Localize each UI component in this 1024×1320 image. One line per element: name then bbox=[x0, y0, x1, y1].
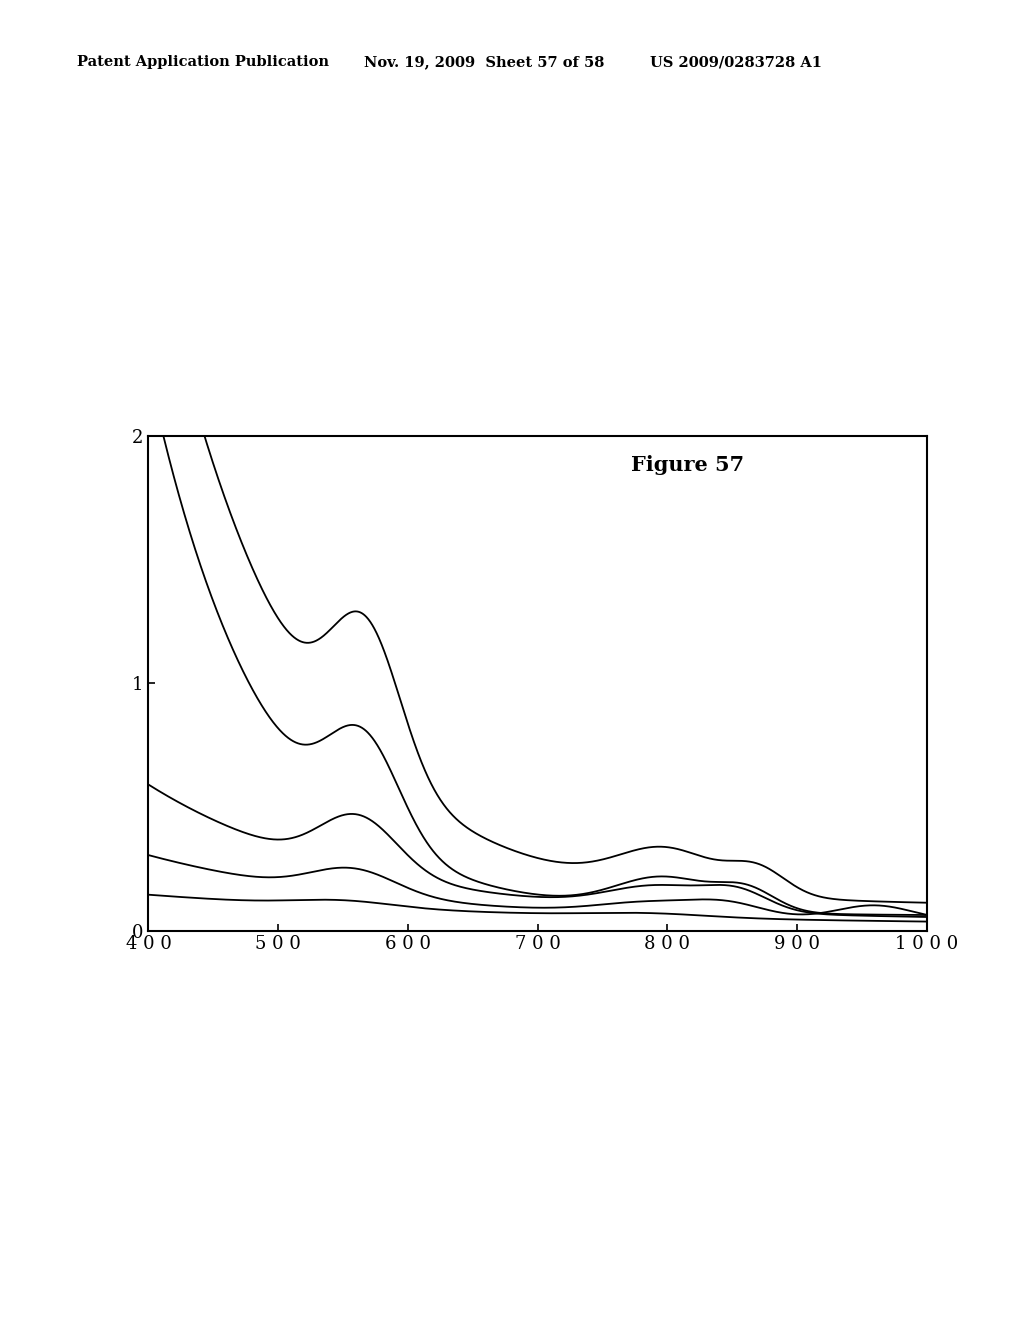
Text: Patent Application Publication: Patent Application Publication bbox=[77, 55, 329, 70]
Text: Nov. 19, 2009  Sheet 57 of 58: Nov. 19, 2009 Sheet 57 of 58 bbox=[364, 55, 604, 70]
Text: Figure 57: Figure 57 bbox=[631, 455, 744, 475]
Text: US 2009/0283728 A1: US 2009/0283728 A1 bbox=[650, 55, 822, 70]
